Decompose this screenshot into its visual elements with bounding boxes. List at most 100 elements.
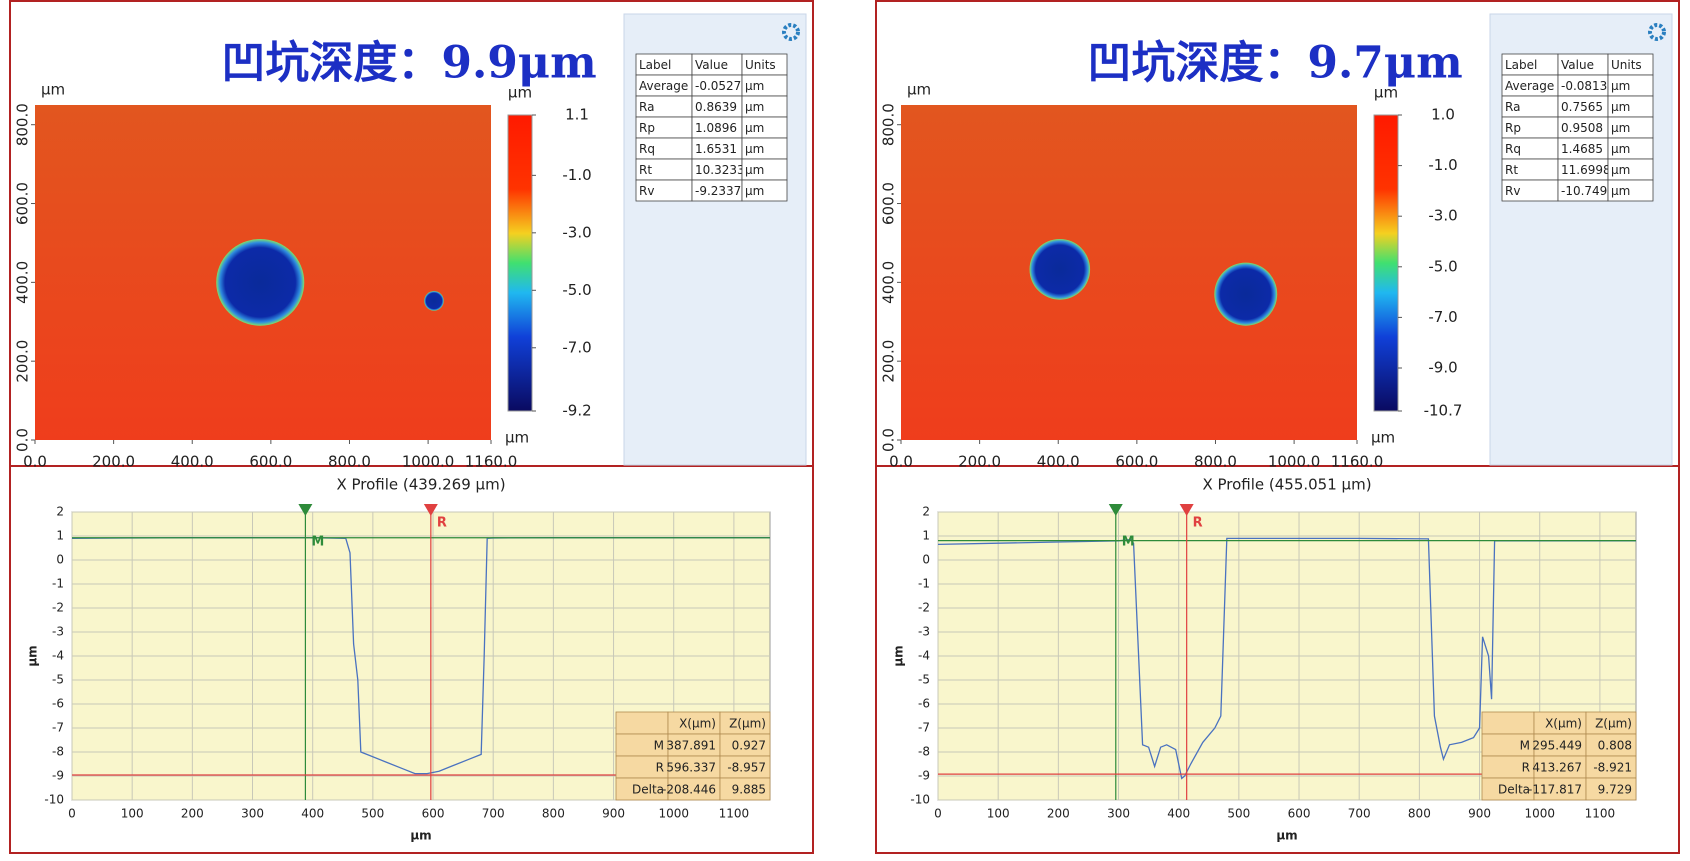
y-tick-label: -2 (918, 601, 930, 615)
x-tick-label: 500 (1227, 807, 1250, 821)
cursor-handle (423, 504, 438, 516)
table-value: -8.921 (1593, 761, 1632, 775)
table-value: 1.4685 (1561, 142, 1603, 156)
table-value: µm (1611, 79, 1630, 93)
cursor-label: M (311, 535, 324, 550)
map-x-tick-label: 0.0 (23, 453, 47, 471)
table-value: µm (745, 79, 764, 93)
x-tick-label: 1100 (719, 807, 750, 821)
table-value: -117.817 (1528, 783, 1582, 797)
colorbar-tick-label: -1.0 (562, 166, 591, 184)
cursor-label: R (437, 516, 447, 531)
map-x-tick-label: 1000.0 (1268, 453, 1321, 471)
settings-icon (1648, 23, 1666, 41)
table-header: X(µm) (679, 717, 716, 731)
x-tick-label: 600 (422, 807, 445, 821)
table-header: Value (1561, 58, 1594, 72)
table-value: Rt (1505, 163, 1518, 177)
x-tick-label: 200 (1047, 807, 1070, 821)
table-value: µm (745, 163, 764, 177)
y-tick-label: 1 (56, 529, 64, 543)
y-tick-label: 2 (56, 505, 64, 519)
map-y-tick-label: 200.0 (880, 340, 898, 383)
map-y-tick-label: 600.0 (14, 182, 32, 225)
table-value: Rv (1505, 184, 1520, 198)
table-value: Rp (1505, 121, 1521, 135)
table-value: 11.6998 (1561, 163, 1611, 177)
colorbar-tick-label: -7.0 (562, 338, 591, 356)
table-value: 9.729 (1598, 783, 1632, 797)
y-tick-label: -8 (52, 745, 64, 759)
settings-icon (782, 23, 800, 41)
map-y-unit: µm (41, 81, 65, 99)
cursor-handle (298, 504, 313, 516)
x-tick-label: 100 (987, 807, 1010, 821)
annotation: 凹坑深度：9.9μm (221, 38, 596, 89)
table-header: Units (745, 58, 776, 72)
pit (1214, 262, 1278, 326)
table-value: -9.2337 (695, 184, 741, 198)
table-label: M (654, 739, 664, 753)
pit (424, 291, 444, 311)
map-y-tick-label: 0.0 (14, 428, 32, 452)
x-tick-label: 400 (301, 807, 324, 821)
table-value: Rv (639, 184, 654, 198)
x-tick-label: 1100 (1585, 807, 1616, 821)
y-axis-label: µm (892, 645, 906, 666)
panel: Label Value Units Average -0.0527 µm Ra 0.8639 µ… (9, 0, 814, 854)
table-value: Rq (639, 142, 655, 156)
map-x-tick-label: 400.0 (171, 453, 214, 471)
table-value: Ra (1505, 100, 1520, 114)
map-x-tick-label: 600.0 (1115, 453, 1158, 471)
table-header: Units (1611, 58, 1642, 72)
table-value: -10.7491 (1561, 184, 1615, 198)
map-x-tick-label: 200.0 (92, 453, 135, 471)
y-tick-label: -10 (910, 793, 930, 807)
x-tick-label: 100 (121, 807, 144, 821)
y-tick-label: 0 (56, 553, 64, 567)
table-value: µm (1611, 142, 1630, 156)
table-cell (1585, 777, 1637, 801)
map-y-tick-label: 800.0 (880, 103, 898, 146)
table-value: µm (1611, 184, 1630, 198)
colorbar-tick-label: 1.1 (565, 106, 589, 124)
map-x-tick-label: 1160.0 (465, 453, 518, 471)
x-tick-label: 300 (1107, 807, 1130, 821)
x-tick-label: 600 (1288, 807, 1311, 821)
colorbar-tick-label: -7.0 (1428, 308, 1457, 326)
x-tick-label: 400 (1167, 807, 1190, 821)
table-value: 295.449 (1532, 739, 1582, 753)
table-value: 413.267 (1532, 761, 1582, 775)
x-tick-label: 200 (181, 807, 204, 821)
table-value: µm (745, 184, 764, 198)
y-tick-label: -1 (52, 577, 64, 591)
y-tick-label: -2 (52, 601, 64, 615)
table-value: -8.957 (727, 761, 766, 775)
table-value: µm (1611, 100, 1630, 114)
table-value: Rq (1505, 142, 1521, 156)
annotation: 凹坑深度：9.7μm (1087, 38, 1462, 89)
table-cell (615, 711, 669, 735)
map-x-tick-label: 1160.0 (1331, 453, 1384, 471)
colorbar-unit: µm (508, 84, 532, 102)
map-x-tick-label: 1000.0 (402, 453, 455, 471)
panel: Label Value Units Average -0.0813 µm Ra 0.7565 µ… (875, 0, 1680, 854)
x-tick-label: 0 (68, 807, 76, 821)
map-y-tick-label: 800.0 (14, 103, 32, 146)
table-header: Label (1505, 58, 1537, 72)
colorbar (1373, 114, 1399, 412)
table-value: 1.6531 (695, 142, 737, 156)
table-value: 0.927 (732, 739, 766, 753)
y-tick-label: 2 (922, 505, 930, 519)
x-axis-label: µm (410, 829, 431, 843)
map-y-tick-label: 400.0 (14, 261, 32, 304)
x-tick-label: 900 (602, 807, 625, 821)
table-header: X(µm) (1545, 717, 1582, 731)
y-tick-label: -1 (918, 577, 930, 591)
colorbar (507, 114, 533, 412)
y-tick-label: -7 (918, 721, 930, 735)
y-tick-label: -6 (52, 697, 64, 711)
table-header: Z(µm) (729, 717, 766, 731)
colorbar-tick-label: -3.0 (562, 223, 591, 241)
